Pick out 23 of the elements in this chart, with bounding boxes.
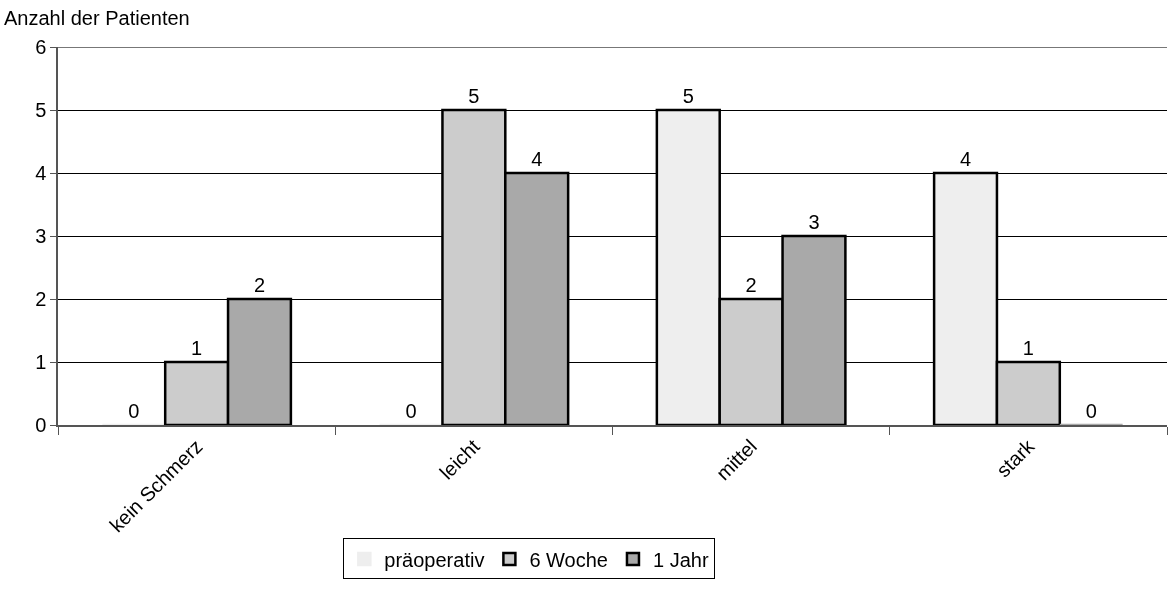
data-label: 1	[191, 337, 203, 359]
data-label: 0	[1085, 400, 1097, 422]
y-tick-label: 2	[35, 288, 47, 310]
y-tick-label: 6	[35, 36, 47, 58]
y-tick-label: 1	[35, 351, 47, 373]
legend-label: präoperativ	[384, 548, 485, 571]
data-label: 2	[745, 274, 757, 296]
data-label: 4	[959, 148, 972, 170]
y-tick-label: 4	[35, 162, 47, 184]
legend-label: 1 Jahr	[652, 548, 709, 571]
data-label: 3	[808, 211, 820, 233]
data-label: 5	[682, 85, 694, 107]
data-label: 2	[253, 274, 266, 296]
y-tick-label: 0	[35, 414, 47, 436]
data-label: 0	[128, 400, 140, 422]
legend-label: 6 Woche	[529, 548, 608, 571]
y-tick-label: 3	[35, 225, 47, 247]
data-label: 4	[531, 148, 543, 170]
data-label: 1	[1022, 337, 1034, 359]
data-label: 5	[468, 85, 480, 107]
y-axis-title: Anzahl der Patienten	[4, 7, 190, 29]
y-tick-label: 5	[35, 99, 47, 121]
data-label: 0	[405, 400, 417, 422]
